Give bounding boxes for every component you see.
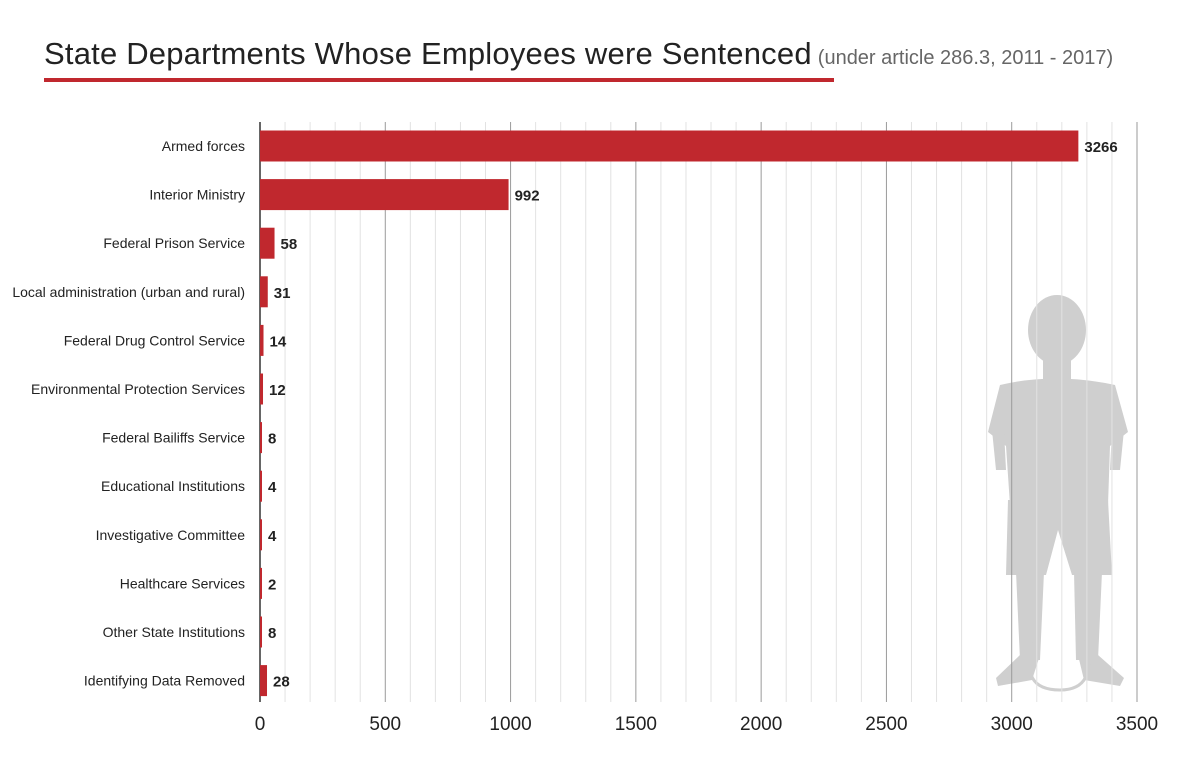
category-label: Federal Drug Control Service [64, 332, 246, 348]
bar [260, 179, 509, 211]
value-label: 2 [268, 576, 276, 593]
bar [260, 616, 263, 648]
x-tick-labels: 0 500 1000 1500 2000 2500 3000 3500 [255, 714, 1158, 735]
x-tick-label: 2000 [740, 714, 782, 735]
category-label: Healthcare Services [120, 575, 245, 591]
x-tick-label: 500 [369, 714, 401, 735]
category-label: Federal Bailiffs Service [102, 430, 245, 446]
value-label: 14 [270, 333, 287, 350]
bar [260, 276, 268, 308]
x-tick-label: 0 [255, 714, 266, 735]
bar [260, 324, 264, 356]
bar [260, 227, 275, 259]
value-label: 4 [268, 528, 277, 545]
category-label: Environmental Protection Services [31, 381, 245, 397]
x-tick-label: 3000 [991, 714, 1033, 735]
category-label: Identifying Data Removed [84, 673, 245, 689]
category-label: Other State Institutions [103, 624, 245, 640]
gridlines [259, 122, 1138, 702]
value-label: 31 [274, 285, 291, 302]
value-label: 8 [268, 625, 276, 642]
value-label: 8 [268, 431, 276, 448]
person-silhouette-icon [988, 295, 1128, 692]
value-label: 12 [269, 382, 286, 399]
category-label: Investigative Committee [96, 527, 246, 543]
value-label: 4 [268, 479, 277, 496]
category-label: Interior Ministry [149, 187, 245, 203]
bars [260, 130, 1079, 697]
bar [260, 422, 263, 454]
value-label: 28 [273, 674, 290, 691]
category-label: Educational Institutions [101, 478, 245, 494]
category-label: Armed forces [162, 138, 245, 154]
bar [260, 519, 262, 551]
x-tick-label: 1000 [489, 714, 531, 735]
chart-title: State Departments Whose Employees were S… [44, 36, 812, 71]
value-label: 58 [281, 236, 298, 253]
chart-title-block: State Departments Whose Employees were S… [44, 36, 1194, 86]
x-tick-label: 3500 [1116, 714, 1158, 735]
category-label: Local administration (urban and rural) [12, 284, 245, 300]
category-label: Federal Prison Service [103, 235, 245, 251]
x-tick-label: 2500 [865, 714, 907, 735]
chart-subtitle: (under article 286.3, 2011 - 2017) [817, 47, 1114, 69]
bar [260, 130, 1079, 162]
bar [260, 470, 262, 502]
bar [260, 665, 268, 697]
title-underline [44, 78, 834, 82]
category-labels: Armed forces Interior Ministry Federal Pri… [12, 138, 245, 689]
bar [260, 567, 262, 599]
bar [260, 373, 264, 405]
value-label: 3266 [1084, 139, 1117, 156]
value-label: 992 [515, 188, 540, 205]
x-tick-label: 1500 [615, 714, 657, 735]
